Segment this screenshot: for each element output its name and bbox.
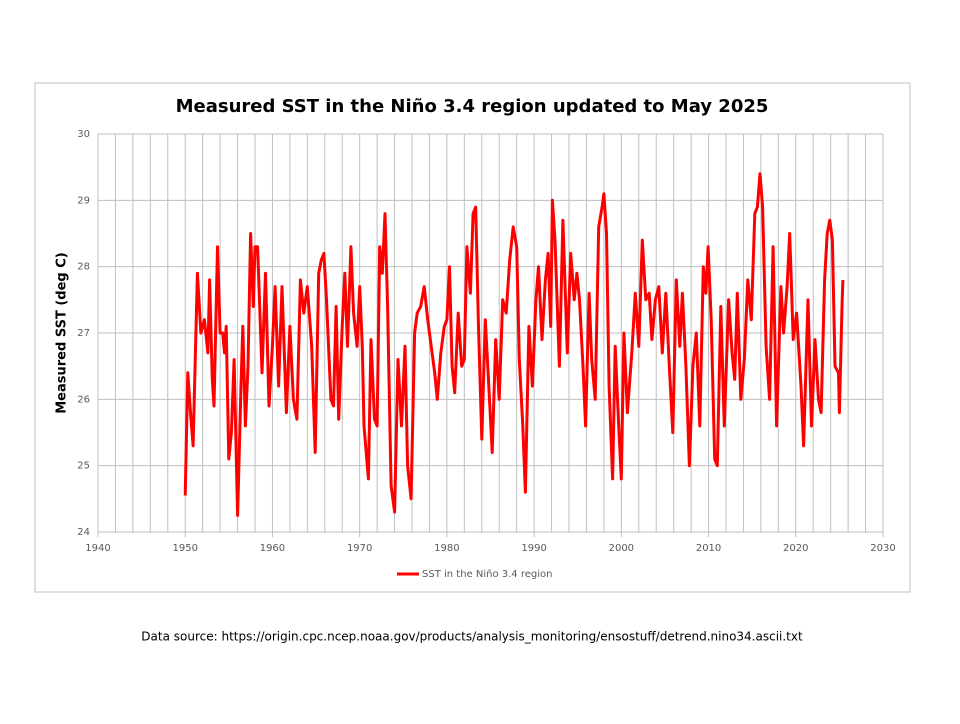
x-tick-label: 2010 [696,543,721,554]
y-axis-label: Measured SST (deg C) [55,252,70,414]
footer: Data source: https://origin.cpc.ncep.noa… [141,630,803,644]
x-tick-label: 1950 [172,543,197,554]
x-tick-label: 2020 [783,543,808,554]
y-tick-label: 27 [77,328,90,339]
chart-title: Measured SST in the Niño 3.4 region upda… [176,96,769,117]
chart-frame [34,82,911,593]
x-tick-label: 1990 [521,543,546,554]
x-tick-label: 2030 [870,543,895,554]
y-tick-label: 29 [77,195,90,206]
x-tick-label: 1970 [347,543,372,554]
x-tick-label: 1980 [434,543,459,554]
y-tick-label: 25 [77,461,90,472]
y-tick-label: 26 [77,394,90,405]
x-tick-label: 1960 [260,543,285,554]
x-tick-label: 1940 [85,543,110,554]
legend-label: SST in the Niño 3.4 region [422,569,552,580]
series-line [183,172,845,517]
y-tick-label: 30 [77,129,90,140]
y-tick-label: 24 [77,527,90,538]
x-tick-label: 2000 [609,543,634,554]
y-tick-label: 28 [77,262,90,273]
